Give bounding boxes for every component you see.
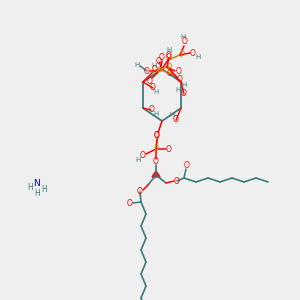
Text: O: O xyxy=(150,83,156,92)
Text: P: P xyxy=(167,62,172,71)
Text: O: O xyxy=(147,76,153,85)
Text: O: O xyxy=(166,145,172,154)
Text: P: P xyxy=(179,50,184,59)
Text: O: O xyxy=(181,89,187,98)
Text: P: P xyxy=(153,145,159,154)
Text: O: O xyxy=(166,53,172,62)
Text: O: O xyxy=(154,131,160,140)
Text: O: O xyxy=(176,68,182,76)
Text: H: H xyxy=(34,188,40,197)
Text: H: H xyxy=(152,63,157,69)
Text: O: O xyxy=(149,106,155,115)
Text: H: H xyxy=(166,47,172,53)
Text: H: H xyxy=(153,111,159,117)
Text: O: O xyxy=(174,176,180,185)
Polygon shape xyxy=(152,171,160,177)
Text: P: P xyxy=(157,67,162,76)
Text: H: H xyxy=(181,82,187,88)
Text: H: H xyxy=(195,54,201,60)
Text: O: O xyxy=(159,53,165,62)
Text: O: O xyxy=(153,158,159,166)
Text: O: O xyxy=(173,116,179,124)
Text: H: H xyxy=(135,157,141,163)
Text: H: H xyxy=(153,89,159,95)
Text: H: H xyxy=(176,87,181,93)
Text: H: H xyxy=(134,62,140,68)
Text: O: O xyxy=(190,49,196,58)
Text: O: O xyxy=(184,161,190,170)
Text: H: H xyxy=(41,184,47,194)
Text: O: O xyxy=(156,58,162,67)
Text: O: O xyxy=(182,38,188,46)
Text: N: N xyxy=(34,178,40,188)
Text: O: O xyxy=(127,199,133,208)
Text: O: O xyxy=(167,68,173,77)
Text: O: O xyxy=(177,76,183,85)
Text: O: O xyxy=(154,131,160,140)
Text: H: H xyxy=(180,34,186,40)
Text: H: H xyxy=(27,184,33,193)
Text: O: O xyxy=(166,50,172,59)
Text: O: O xyxy=(140,152,146,160)
Text: O: O xyxy=(152,65,158,74)
Text: H: H xyxy=(169,112,175,118)
Text: O: O xyxy=(137,188,143,196)
Text: O: O xyxy=(144,67,150,76)
